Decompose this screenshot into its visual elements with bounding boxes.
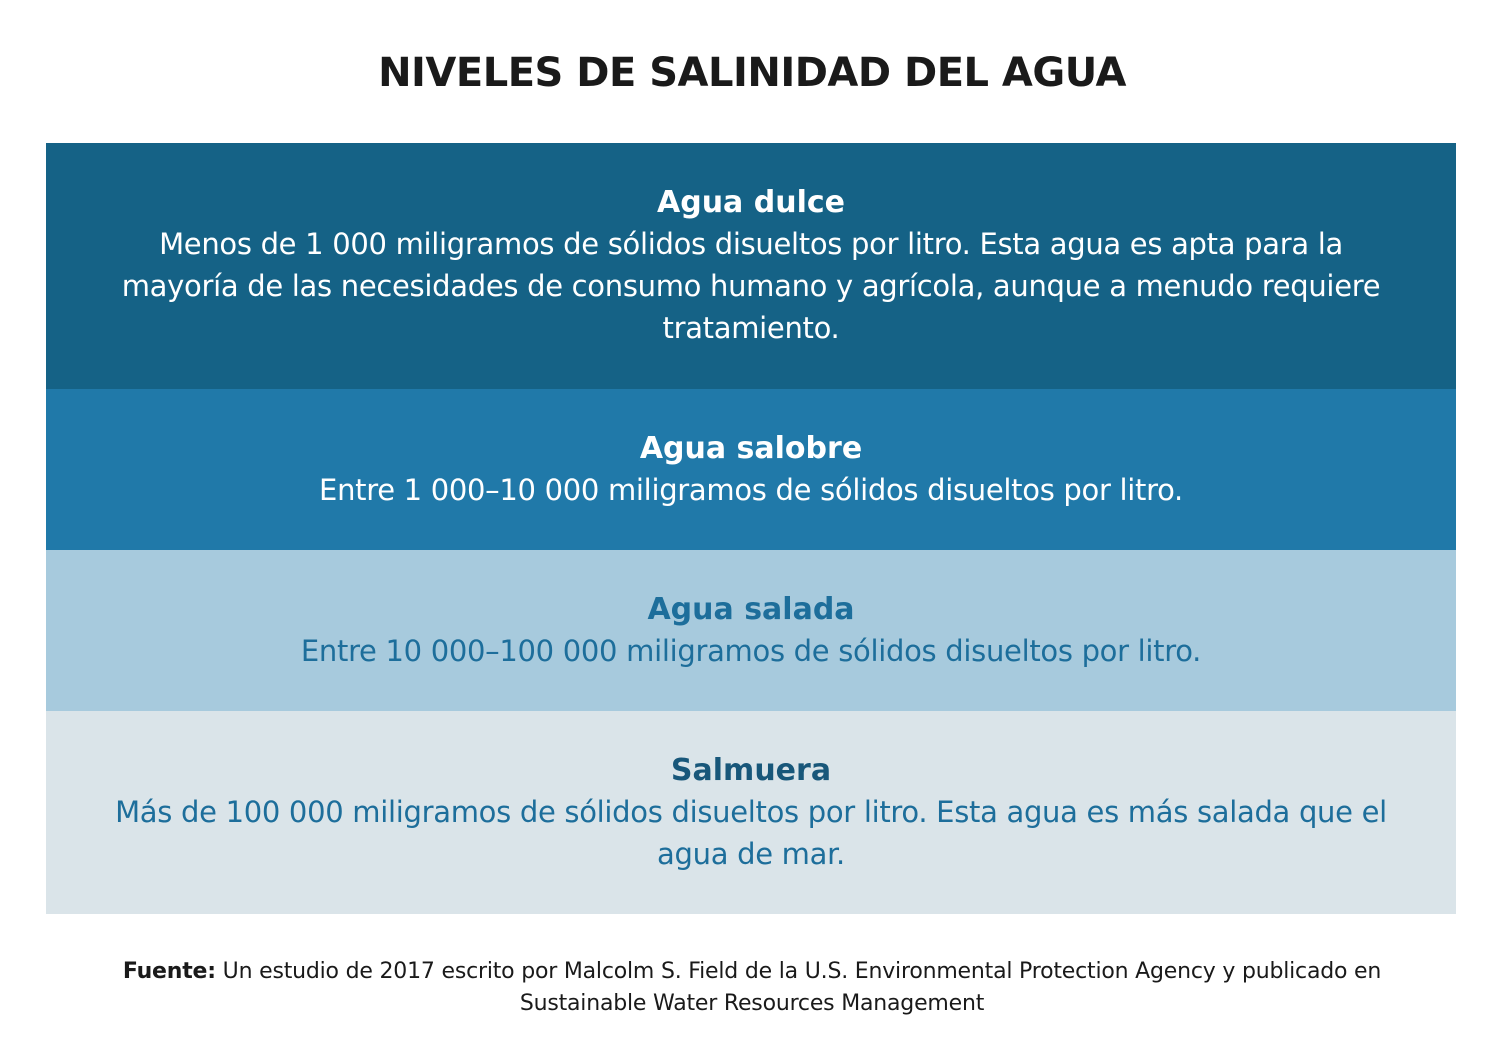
level-heading: Agua salobre [639, 430, 863, 466]
level-description: Entre 1 000–10 000 miligramos de sólidos… [319, 472, 1183, 507]
level-description: Más de 100 000 miligramos de sólidos dis… [115, 794, 1387, 871]
level-heading: Salmuera [670, 752, 832, 788]
salinity-levels: Agua dulce Menos de 1 000 miligramos de … [46, 143, 1456, 914]
level-agua-salada: Agua salada Entre 10 000–100 000 miligra… [46, 550, 1456, 711]
level-description: Entre 10 000–100 000 miligramos de sólid… [300, 633, 1202, 668]
level-heading: Agua salada [647, 591, 855, 627]
level-agua-salobre: Agua salobre Entre 1 000–10 000 miligram… [46, 389, 1456, 550]
level-description: Menos de 1 000 miligramos de sólidos dis… [121, 227, 1381, 345]
source-label: Fuente: [122, 959, 216, 984]
source-note: Fuente: Un estudio de 2017 escrito por M… [80, 956, 1424, 1020]
source-text: Un estudio de 2017 escrito por Malcolm S… [222, 959, 1382, 1016]
level-salmuera: Salmuera Más de 100 000 miligramos de só… [46, 711, 1456, 914]
page-title: NIVELES DE SALINIDAD DEL AGUA [378, 50, 1126, 96]
level-agua-dulce: Agua dulce Menos de 1 000 miligramos de … [46, 143, 1456, 389]
level-heading: Agua dulce [657, 185, 845, 220]
